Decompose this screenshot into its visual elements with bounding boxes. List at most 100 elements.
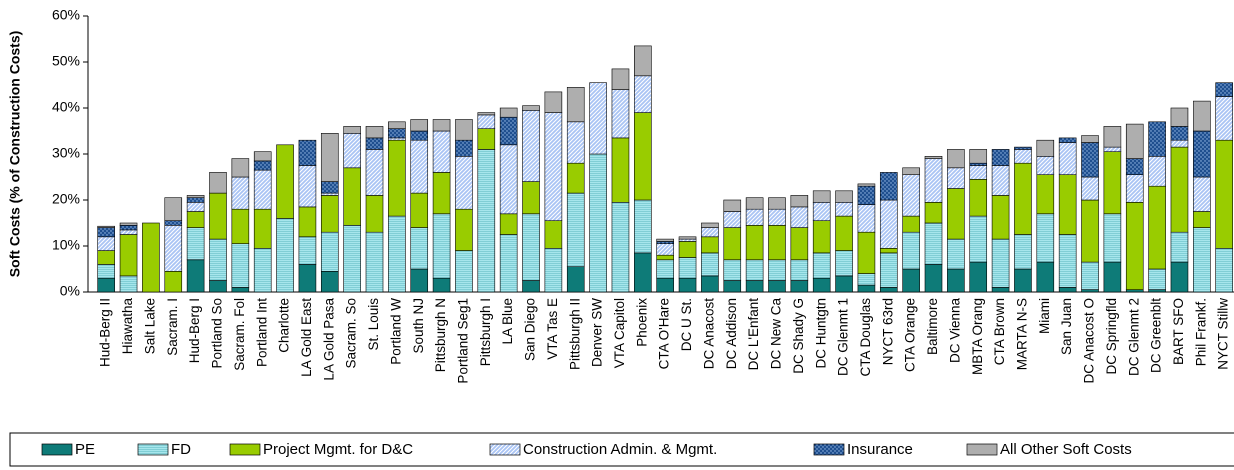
bar-segment	[499, 213, 518, 235]
bar-segment	[879, 199, 898, 249]
legend-swatch	[137, 443, 169, 456]
bar-segment	[432, 119, 451, 132]
bar-segment	[924, 156, 943, 159]
bar-segment	[879, 172, 898, 201]
bar-segment	[119, 275, 138, 293]
bar-segment	[611, 137, 630, 203]
bar-segment	[97, 277, 115, 293]
bar-segment	[97, 250, 115, 265]
bar-segment	[477, 149, 496, 293]
bar-segment	[1125, 202, 1144, 291]
bar-segment	[1058, 174, 1077, 235]
bar-segment	[499, 116, 518, 146]
bar-segment	[1148, 185, 1166, 270]
x-tick-label: DC Springfld	[1104, 298, 1119, 375]
x-tick-label: DC Vienna	[947, 298, 962, 364]
bar-segment	[902, 231, 920, 270]
bar-segment	[701, 236, 719, 254]
bar-segment	[969, 179, 988, 217]
bar-segment	[678, 277, 697, 293]
bar-segment	[1103, 146, 1122, 153]
bar-segment	[298, 236, 317, 265]
bar-segment	[857, 183, 876, 187]
y-tick-label: 50%	[52, 53, 80, 69]
bar-segment	[1193, 227, 1211, 293]
bar-segment	[634, 45, 652, 77]
x-tick-label: Baltimore	[925, 298, 940, 355]
bar-segment	[566, 266, 585, 293]
x-tick-label: LA Gold Pasa	[321, 298, 336, 381]
bar-segment	[388, 128, 406, 139]
bar-segment	[879, 252, 898, 288]
bar-segment	[119, 229, 138, 235]
bar-segment	[1014, 146, 1032, 150]
bar-segment	[209, 280, 227, 293]
x-tick-label: South NJ	[411, 298, 426, 354]
bar-segment	[924, 264, 943, 293]
bar-segment	[544, 220, 563, 249]
bar-segment	[812, 252, 831, 279]
bar-segment	[745, 197, 764, 210]
bar-segment	[343, 225, 361, 293]
bar-segment	[410, 119, 429, 132]
bar-segment	[924, 222, 943, 265]
bar-segment	[1014, 162, 1032, 235]
bar-segment	[589, 82, 607, 155]
bar-segment	[343, 126, 361, 134]
bar-segment	[253, 151, 272, 162]
bar-segment	[678, 236, 697, 240]
bar-segment	[1081, 261, 1099, 291]
bar-segment	[97, 227, 115, 238]
bar-segment	[857, 273, 876, 286]
bar-segment	[388, 121, 406, 130]
bar-segment	[231, 208, 250, 244]
bar-segment	[343, 167, 361, 226]
bar-segment	[857, 185, 876, 205]
bar-segment	[209, 172, 227, 194]
bar-segment	[701, 252, 719, 277]
bar-segment	[410, 139, 429, 194]
bar-segment	[701, 227, 719, 238]
bar-segment	[857, 204, 876, 233]
x-tick-label: VTA Capitol	[612, 298, 627, 368]
bar-segment	[723, 199, 742, 212]
bar-segment	[522, 110, 540, 182]
bar-segment	[209, 238, 227, 281]
x-tick-label: LA Blue	[500, 298, 515, 345]
legend-label: Project Mgmt. for D&C	[263, 441, 413, 458]
bar-segment	[1170, 139, 1189, 148]
bar-segment	[410, 192, 429, 228]
x-tick-label: VTA Tas E	[545, 298, 560, 360]
bar-segment	[97, 236, 115, 251]
bar-segment	[455, 208, 473, 251]
bar-segment	[969, 215, 988, 263]
bar-segment	[186, 211, 205, 228]
bar-segment	[1193, 211, 1211, 228]
bar-segment	[947, 149, 965, 169]
y-tick-label: 0%	[60, 283, 80, 299]
bar-segment	[186, 259, 205, 293]
bar-segment	[119, 222, 138, 226]
bar-segment	[1125, 123, 1144, 159]
bar-segment	[1215, 248, 1233, 293]
x-tick-label: DC Addison	[724, 298, 739, 369]
bar-segment	[388, 215, 406, 293]
bar-segment	[924, 158, 943, 203]
bar-segment	[902, 268, 920, 293]
bar-segment	[947, 167, 965, 189]
x-tick-label: Hiawatha	[120, 298, 135, 355]
bar-segment	[186, 197, 205, 203]
bar-segment	[634, 112, 652, 201]
x-tick-label: Phil Frankf.	[1193, 298, 1208, 366]
x-tick-label: CTA Douglas	[858, 298, 873, 377]
x-tick-label: DC Huntgtn	[813, 298, 828, 369]
bar-segment	[231, 287, 250, 293]
bar-segment	[544, 91, 563, 113]
bar-segment	[320, 195, 339, 233]
y-tick-label: 40%	[52, 99, 80, 115]
bar-segment	[231, 243, 250, 288]
bar-segment	[656, 254, 674, 261]
bar-segment	[611, 89, 630, 139]
bar-segment	[1215, 139, 1233, 249]
bar-segment	[164, 225, 183, 272]
